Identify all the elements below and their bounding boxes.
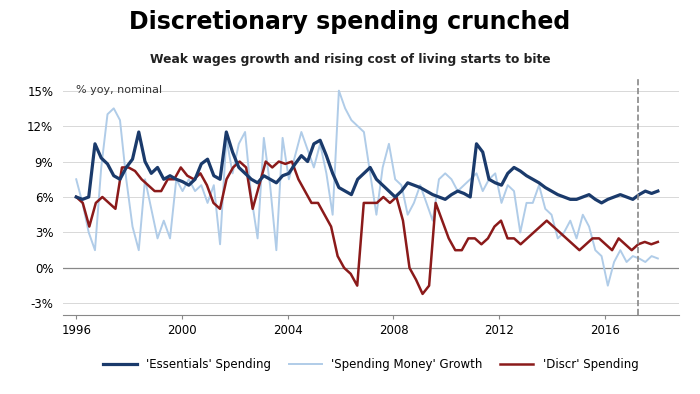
Text: % yoy, nominal: % yoy, nominal <box>76 85 162 95</box>
Legend: 'Essentials' Spending, 'Spending Money' Growth, 'Discr' Spending: 'Essentials' Spending, 'Spending Money' … <box>99 353 643 375</box>
Text: Weak wages growth and rising cost of living starts to bite: Weak wages growth and rising cost of liv… <box>150 53 550 66</box>
Text: Discretionary spending crunched: Discretionary spending crunched <box>130 10 570 34</box>
